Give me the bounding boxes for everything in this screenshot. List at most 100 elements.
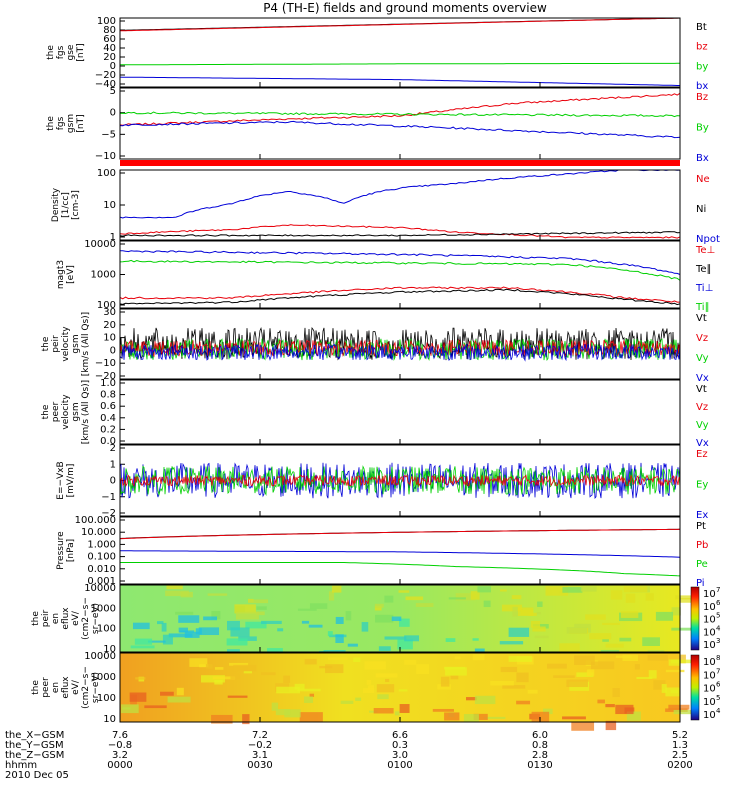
ytick-label: 2: [110, 443, 116, 454]
ytick-label: −40: [95, 79, 116, 90]
spectrogram-cell: [234, 604, 256, 614]
ytick-label: 0.4: [100, 413, 116, 424]
ytick-label: 1000: [91, 270, 116, 281]
legend-blue: bx: [696, 81, 708, 92]
ytick-label: 1000: [91, 603, 116, 614]
spectrogram-cell: [545, 586, 569, 596]
ytick-label: 0: [110, 345, 116, 356]
series-bz: [120, 17, 681, 32]
xaxis-value: −0.8: [108, 740, 132, 751]
spectrogram-cell: [562, 587, 583, 593]
spectrogram-cell: [490, 681, 514, 686]
date-label: 2010 Dec 05: [5, 770, 69, 781]
ylabel-line: gse: [66, 44, 76, 60]
spectrogram-cell: [636, 676, 653, 680]
spectrogram-cell: [195, 628, 202, 635]
spectrogram-cell: [309, 603, 328, 609]
xaxis-value: 3.2: [112, 750, 128, 761]
spectrogram-cell: [276, 686, 300, 694]
spectrogram-cell: [470, 591, 480, 600]
spectrogram-cell: [647, 655, 668, 661]
ytick-label: 10: [103, 644, 116, 655]
ylabel-line: [1/cc]: [61, 192, 71, 218]
ylabel-line: the: [31, 680, 41, 695]
spectrogram-cell: [256, 606, 267, 610]
spectrogram-cell: [299, 712, 323, 723]
spectrogram-cell: [647, 650, 665, 653]
spectrogram-cell: [328, 591, 335, 601]
spectrogram-cell: [612, 688, 620, 698]
ylabel-line: peer: [41, 677, 51, 698]
spectrogram-cell: [347, 643, 358, 647]
xaxis-row-label: the_Z−GSM: [5, 750, 64, 761]
spectrogram-cell: [283, 675, 291, 683]
series-Pb: [119, 528, 681, 540]
colorbar-label: 10: [703, 602, 716, 613]
spectrogram-cell: [308, 624, 323, 628]
ylabel-line: (cm2−s−: [81, 666, 91, 709]
spectrogram-cell: [179, 630, 195, 633]
ylabel-line: Density: [51, 187, 61, 222]
legend-green: Pe: [696, 559, 708, 570]
spectrogram-cell: [415, 603, 434, 607]
spectrogram-cell: [327, 631, 333, 637]
colorbar-exponent: 6: [716, 599, 721, 607]
spectrogram-cell: [345, 611, 352, 621]
spectrogram-cell: [248, 599, 269, 604]
ylabel-line: gsm: [66, 114, 76, 133]
series-Npot: [119, 169, 681, 219]
spectrogram-cell: [134, 638, 153, 645]
spectrogram-cell: [129, 692, 147, 702]
colorbar-exponent: 4: [716, 624, 721, 632]
xaxis-value: 6.6: [392, 730, 408, 741]
series-Pe: [120, 562, 681, 577]
spectrogram-cell: [679, 654, 686, 664]
spectrogram-cell: [323, 650, 346, 653]
ytick-label: −1: [101, 492, 116, 503]
legend-red: Te⊥: [695, 245, 715, 256]
spectrogram-cell: [398, 689, 408, 692]
spectrogram-cell: [597, 699, 605, 704]
spectrogram-cell: [537, 601, 543, 607]
spectrogram-cell: [619, 637, 632, 642]
panel-peer-velocity: the peer velocity gsm [km/s (All Qs)] 1.00.80…: [41, 378, 709, 449]
legend-black: Vt: [696, 384, 707, 395]
spectrogram-cell: [198, 627, 220, 636]
spectrogram-cell: [566, 627, 588, 634]
xaxis-row-label: the_X−GSM: [5, 730, 64, 741]
ytick-label: 0.0: [100, 436, 116, 447]
spectrogram-cell: [233, 664, 257, 672]
ylabel-line: sr−eV): [91, 603, 101, 634]
spectrogram-cell: [364, 661, 386, 670]
spectrogram-cell: [214, 680, 223, 685]
ytick-label: 0.100: [87, 552, 116, 563]
series-Ti∥: [119, 259, 681, 281]
ylabel-line: fgs: [56, 45, 66, 59]
xaxis-value: 6.0: [532, 730, 548, 741]
ylabel-line: peir: [51, 335, 61, 353]
spectrogram-cell: [587, 669, 595, 676]
ytick-label: 80: [103, 25, 116, 36]
legend-red: Pb: [696, 540, 708, 551]
panel-efield: E=−VxB [mV/m] 2 1 0 −1 −2 Ez Ey Ex: [56, 443, 708, 521]
spectrogram-cell: [275, 708, 291, 716]
figure-title: P4 (TH-E) fields and ground moments over…: [263, 1, 547, 15]
ytick-label: 0.001: [87, 576, 116, 587]
panel-temperature: magt3 [eV] 10000 1000 100 Te⊥ Te∥ Ti⊥ Ti∥: [56, 239, 715, 313]
ytick-label: 10.000: [81, 527, 116, 538]
xaxis-value: 0.8: [532, 740, 548, 751]
ytick-label: 100: [97, 693, 116, 704]
colorbar: [690, 654, 700, 721]
ytick-label: 40: [103, 43, 116, 54]
xaxis-value: 3.1: [252, 750, 268, 761]
spectrogram-cell: [553, 675, 575, 678]
spectrogram-cell: [668, 704, 690, 710]
ylabel-line: eflux: [61, 607, 71, 630]
spectrogram-cell: [147, 640, 166, 643]
spectrogram-cell: [355, 697, 362, 701]
spectrogram-cell: [304, 658, 317, 665]
spectrogram-cell: [444, 666, 465, 670]
spectrogram-cell: [559, 643, 580, 652]
spectrogram-cell: [297, 688, 321, 692]
